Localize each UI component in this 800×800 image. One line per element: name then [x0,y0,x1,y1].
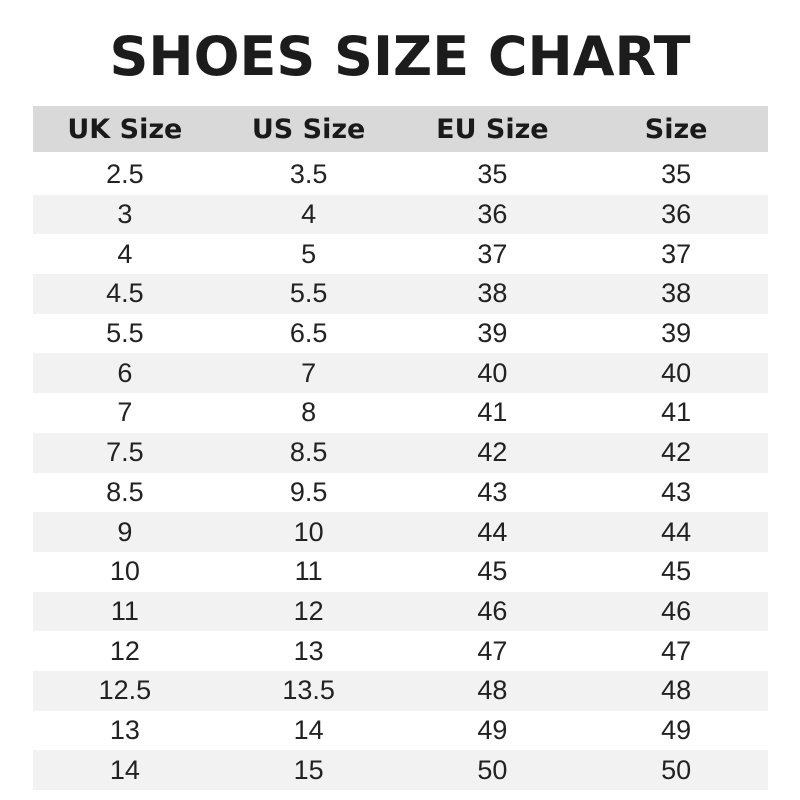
table-cell: 41 [661,397,692,428]
header-row: UK Size US Size EU Size Size [33,106,768,152]
table-cell: 13 [293,635,324,666]
table-cell: 43 [477,476,508,507]
column-header: EU Size [400,106,585,152]
table-cell: 12 [109,635,140,666]
table-cell: 14 [293,714,324,745]
table-cell: 36 [584,194,768,235]
table-cell: 42 [400,432,585,473]
table-cell: 35 [661,159,692,190]
table-cell: 37 [661,238,692,269]
table-row: 3 4 36 36 [33,194,768,235]
table-cell: 44 [584,512,768,552]
table-cell: 48 [584,670,768,711]
table-cell: 4 [117,238,133,269]
table-cell: 40 [400,353,585,394]
table-cell: 6.5 [289,318,328,349]
table-cell: 3.5 [289,159,328,190]
page-title: SHOES SIZE CHART [109,25,691,88]
table-cell: 47 [477,635,508,666]
table-cell: 10 [109,556,140,587]
table-cell: 50 [400,750,585,790]
table-row: 12 13 47 47 [33,631,768,671]
table-cell: 42 [584,432,768,473]
table-row: 4.5 5.5 38 38 [33,274,768,314]
table-cell: 40 [584,353,768,394]
table-row: 14 15 50 50 [33,750,768,790]
table-cell: 6 [33,353,217,394]
table-cell: 7 [216,353,401,394]
table-row: 4 5 37 37 [33,234,768,274]
table-cell: 44 [400,512,585,552]
table-row: 5.5 6.5 39 39 [33,314,768,354]
table-cell: 50 [584,750,768,790]
table-body: 2.5 3.5 35 35 3 4 36 36 4 5 37 37 4.5 5.5 38 38 5.5 6.5 39… [33,152,768,790]
table-cell: 15 [216,750,401,790]
table-cell: 45 [477,556,508,587]
table-cell: 7 [117,397,133,428]
table-cell: 37 [477,238,508,269]
table-cell: 7.5 [33,432,217,473]
column-header: Size [584,106,768,152]
table-cell: 49 [661,714,692,745]
table-row: 13 14 49 49 [33,711,768,751]
table-cell: 13 [109,714,140,745]
table-cell: 46 [584,591,768,632]
table-cell: 39 [661,318,692,349]
table-cell: 9 [33,512,217,552]
table-cell: 12 [216,591,401,632]
table-cell: 9.5 [289,476,328,507]
table-cell: 5.5 [106,318,144,349]
table-cell: 48 [400,670,585,711]
table-cell: 8.5 [106,476,144,507]
table-cell: 2.5 [106,159,144,190]
table-row: 2.5 3.5 35 35 [33,152,768,195]
table-cell: 38 [400,274,585,314]
table-cell: 11 [294,556,323,587]
table-row: 7 8 41 41 [33,393,768,433]
table-cell: 46 [400,591,585,632]
table-cell: 47 [661,635,692,666]
table-row: 12.5 13.5 48 48 [33,670,768,711]
table-cell: 4 [216,194,401,235]
table-cell: 39 [477,318,508,349]
column-header: US Size [216,106,401,152]
table-cell: 4.5 [33,274,217,314]
size-table: UK Size US Size EU Size Size 2.5 3.5 35 35 3 4 36… [33,106,768,790]
table-cell: 13.5 [216,670,401,711]
table-cell: 12.5 [33,670,217,711]
table-row: 9 10 44 44 [33,512,768,552]
table-cell: 14 [33,750,217,790]
table-cell: 3 [33,194,217,235]
table-row: 8.5 9.5 43 43 [33,473,768,513]
table-row: 6 7 40 40 [33,353,768,394]
table-cell: 41 [477,397,508,428]
table-cell: 10 [216,512,401,552]
table-row: 10 11 45 45 [33,552,768,592]
table-cell: 5 [301,238,317,269]
column-header: UK Size [33,106,217,152]
table-cell: 45 [661,556,692,587]
table-cell: 38 [584,274,768,314]
table-row: 7.5 8.5 42 42 [33,432,768,473]
table-cell: 11 [33,591,217,632]
table-row: 11 12 46 46 [33,591,768,632]
table-cell: 49 [477,714,508,745]
table-cell: 35 [477,159,508,190]
table-cell: 43 [661,476,692,507]
table-cell: 8.5 [216,432,401,473]
table-cell: 8 [301,397,317,428]
table-cell: 36 [400,194,585,235]
table-cell: 5.5 [216,274,401,314]
